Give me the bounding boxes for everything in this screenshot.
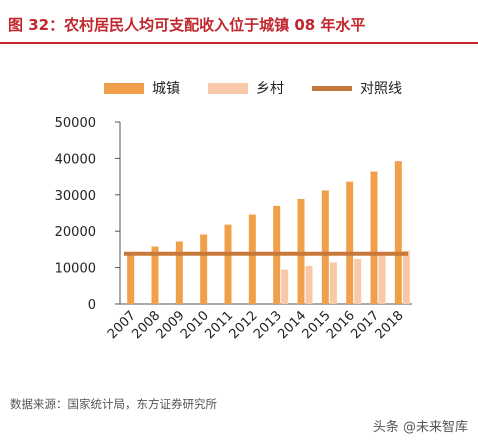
x-tick-label: 2018 <box>373 308 407 342</box>
watermark: 头条 @未来智库 <box>373 416 468 435</box>
watermark-text: 头条 @未来智库 <box>372 420 468 435</box>
legend-swatch-urban <box>104 82 144 94</box>
chart-legend: 城镇 乡村 对照线 <box>104 78 430 98</box>
bar-urban-2008 <box>151 246 159 304</box>
chart-title: 图 32：农村居民人均可支配收入位于城镇 08 年水平 <box>8 16 366 34</box>
legend-label-urban: 城镇 <box>152 81 180 97</box>
bar-urban-2012 <box>248 214 256 304</box>
bar-urban-2010 <box>200 234 208 304</box>
bar-urban-2011 <box>224 224 232 304</box>
bar-rural-2018 <box>402 250 410 304</box>
legend-label-reference: 对照线 <box>360 81 402 97</box>
legend-item-rural: 乡村 <box>208 78 284 98</box>
bar-urban-2017 <box>370 171 378 304</box>
bar-rural-2013 <box>281 269 289 304</box>
y-tick-label: 0 <box>88 298 96 313</box>
bar-rural-2016 <box>354 258 362 304</box>
bar-rural-2014 <box>305 265 313 304</box>
bar-urban-2009 <box>175 241 183 304</box>
legend-label-rural: 乡村 <box>256 81 284 97</box>
legend-item-urban: 城镇 <box>104 78 180 98</box>
y-tick-label: 50000 <box>55 116 96 131</box>
source-note: 数据来源：国家统计局，东方证券研究所 <box>10 397 217 411</box>
title-bar: 图 32：农村居民人均可支配收入位于城镇 08 年水平 <box>0 0 478 44</box>
legend-swatch-reference <box>312 85 352 91</box>
legend-swatch-rural <box>208 82 248 94</box>
legend-item-reference: 对照线 <box>312 78 402 98</box>
y-tick-label: 40000 <box>55 152 96 167</box>
title-underline <box>0 42 478 44</box>
bar-urban-2007 <box>127 253 135 304</box>
y-tick-label: 20000 <box>55 225 96 240</box>
bar-urban-2015 <box>321 190 329 304</box>
y-tick-label: 30000 <box>55 189 96 204</box>
bar-urban-2014 <box>297 199 305 304</box>
y-tick-label: 10000 <box>55 262 96 277</box>
bar-rural-2015 <box>329 262 337 304</box>
bar-urban-2016 <box>346 181 354 304</box>
bar-rural-2017 <box>378 255 386 304</box>
bar-urban-2018 <box>394 161 402 304</box>
